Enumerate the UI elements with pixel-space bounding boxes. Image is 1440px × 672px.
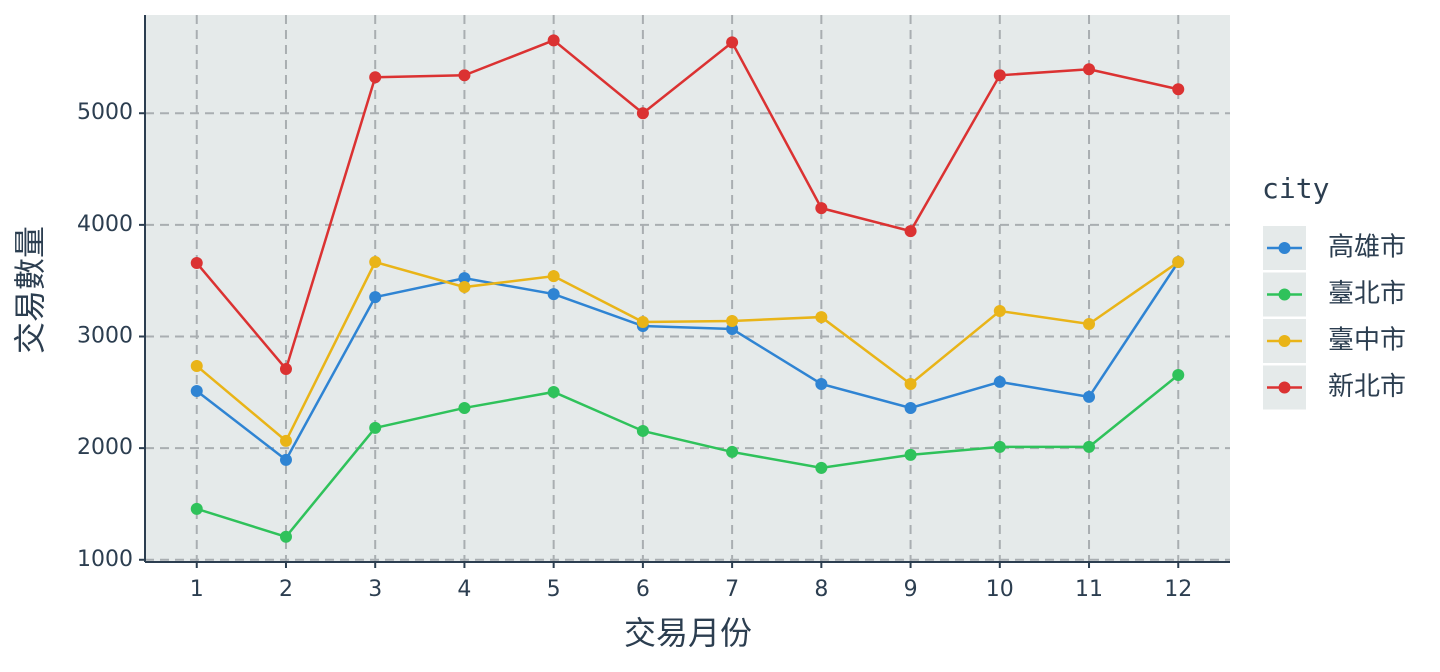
data-point bbox=[1083, 390, 1096, 403]
x-tick-label: 7 bbox=[725, 577, 739, 602]
series-line bbox=[195, 260, 1179, 443]
data-point bbox=[993, 440, 1006, 453]
data-point bbox=[279, 362, 292, 375]
x-tick-label: 4 bbox=[457, 577, 471, 602]
data-point bbox=[1172, 369, 1185, 382]
data-point bbox=[726, 314, 739, 327]
data-point bbox=[815, 377, 828, 390]
data-point bbox=[458, 281, 471, 294]
data-point bbox=[1083, 440, 1096, 453]
data-point bbox=[815, 202, 828, 215]
series-line bbox=[195, 38, 1179, 372]
data-point bbox=[636, 315, 649, 328]
data-point bbox=[190, 359, 203, 372]
legend-label: 高雄市 bbox=[1328, 233, 1406, 263]
data-point bbox=[547, 288, 560, 301]
data-point bbox=[547, 270, 560, 283]
data-point bbox=[458, 401, 471, 414]
legend-point bbox=[1278, 288, 1291, 301]
legend-label: 臺北市 bbox=[1328, 279, 1406, 309]
data-point bbox=[458, 272, 471, 285]
data-point bbox=[636, 107, 649, 120]
x-tick-label: 2 bbox=[279, 577, 293, 602]
data-point bbox=[190, 257, 203, 270]
x-tick-label: 1 bbox=[190, 577, 204, 602]
data-point bbox=[369, 256, 382, 269]
data-point bbox=[815, 461, 828, 474]
series-line bbox=[196, 374, 1180, 539]
data-point bbox=[993, 69, 1006, 82]
y-tick-label: 2000 bbox=[77, 435, 133, 460]
data-point bbox=[904, 377, 917, 390]
data-point bbox=[547, 34, 560, 47]
data-point bbox=[458, 69, 471, 82]
data-point bbox=[369, 291, 382, 304]
x-tick-label: 11 bbox=[1075, 577, 1103, 602]
x-tick-label: 3 bbox=[368, 577, 382, 602]
data-point bbox=[726, 36, 739, 49]
data-point bbox=[636, 424, 649, 437]
x-tick-label: 12 bbox=[1164, 577, 1192, 602]
data-point bbox=[190, 384, 203, 397]
data-point bbox=[547, 385, 560, 398]
data-point bbox=[815, 311, 828, 324]
data-point bbox=[993, 375, 1006, 388]
plot-panel bbox=[145, 15, 1230, 562]
y-tick-label: 4000 bbox=[77, 212, 133, 237]
y-tick-label: 5000 bbox=[77, 100, 133, 125]
data-point bbox=[279, 530, 292, 543]
data-point bbox=[279, 453, 292, 466]
x-tick-label: 8 bbox=[814, 577, 828, 602]
data-point bbox=[1172, 256, 1185, 269]
data-point bbox=[369, 71, 382, 84]
data-point bbox=[904, 225, 917, 238]
legend-title: city bbox=[1262, 172, 1329, 205]
data-point bbox=[726, 445, 739, 458]
data-point bbox=[904, 448, 917, 461]
data-point bbox=[993, 305, 1006, 318]
y-axis-title: 交易數量 bbox=[11, 226, 49, 354]
y-tick-label: 3000 bbox=[77, 324, 133, 349]
data-point bbox=[190, 502, 203, 515]
legend-point bbox=[1278, 335, 1291, 347]
x-tick-label: 5 bbox=[547, 577, 561, 602]
legend-label: 臺中市 bbox=[1328, 326, 1406, 356]
x-tick-label: 6 bbox=[636, 577, 650, 602]
data-point bbox=[279, 434, 292, 447]
y-tick-label: 1000 bbox=[77, 547, 133, 572]
x-axis-title: 交易月份 bbox=[624, 614, 752, 652]
series-line bbox=[195, 261, 1180, 462]
legend-point bbox=[1278, 381, 1291, 394]
x-tick-label: 9 bbox=[904, 577, 918, 602]
x-tick-label: 10 bbox=[986, 577, 1014, 602]
data-point bbox=[1172, 83, 1185, 96]
data-point bbox=[1083, 317, 1096, 330]
legend-point bbox=[1278, 242, 1291, 254]
legend-label: 新北市 bbox=[1328, 372, 1406, 402]
data-point bbox=[1083, 63, 1096, 76]
data-point bbox=[904, 401, 917, 414]
data-point bbox=[369, 421, 382, 434]
